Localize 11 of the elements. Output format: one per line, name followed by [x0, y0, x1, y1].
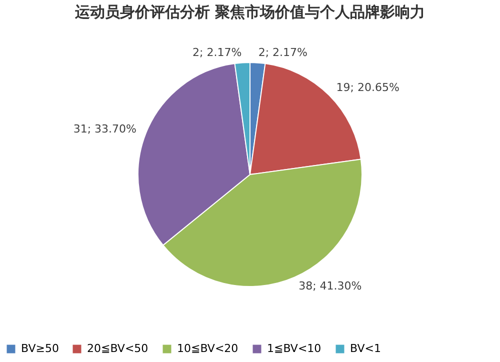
legend-label: BV≥50	[21, 342, 59, 355]
data-label: 2; 2.17%	[258, 46, 308, 59]
data-label: 38; 41.30%	[298, 279, 362, 292]
chart-title: 运动员身价评估分析 聚焦市场价值与个人品牌影响力	[74, 3, 426, 21]
legend-label: 10≦BV<20	[177, 342, 238, 355]
data-label: 19; 20.65%	[336, 81, 400, 94]
legend-label: 1≦BV<10	[267, 342, 322, 355]
data-label: 2; 2.17%	[192, 46, 242, 59]
legend-label: BV<1	[350, 342, 381, 355]
legend-label: 20≦BV<50	[87, 342, 148, 355]
data-label: 31; 33.70%	[73, 122, 137, 136]
